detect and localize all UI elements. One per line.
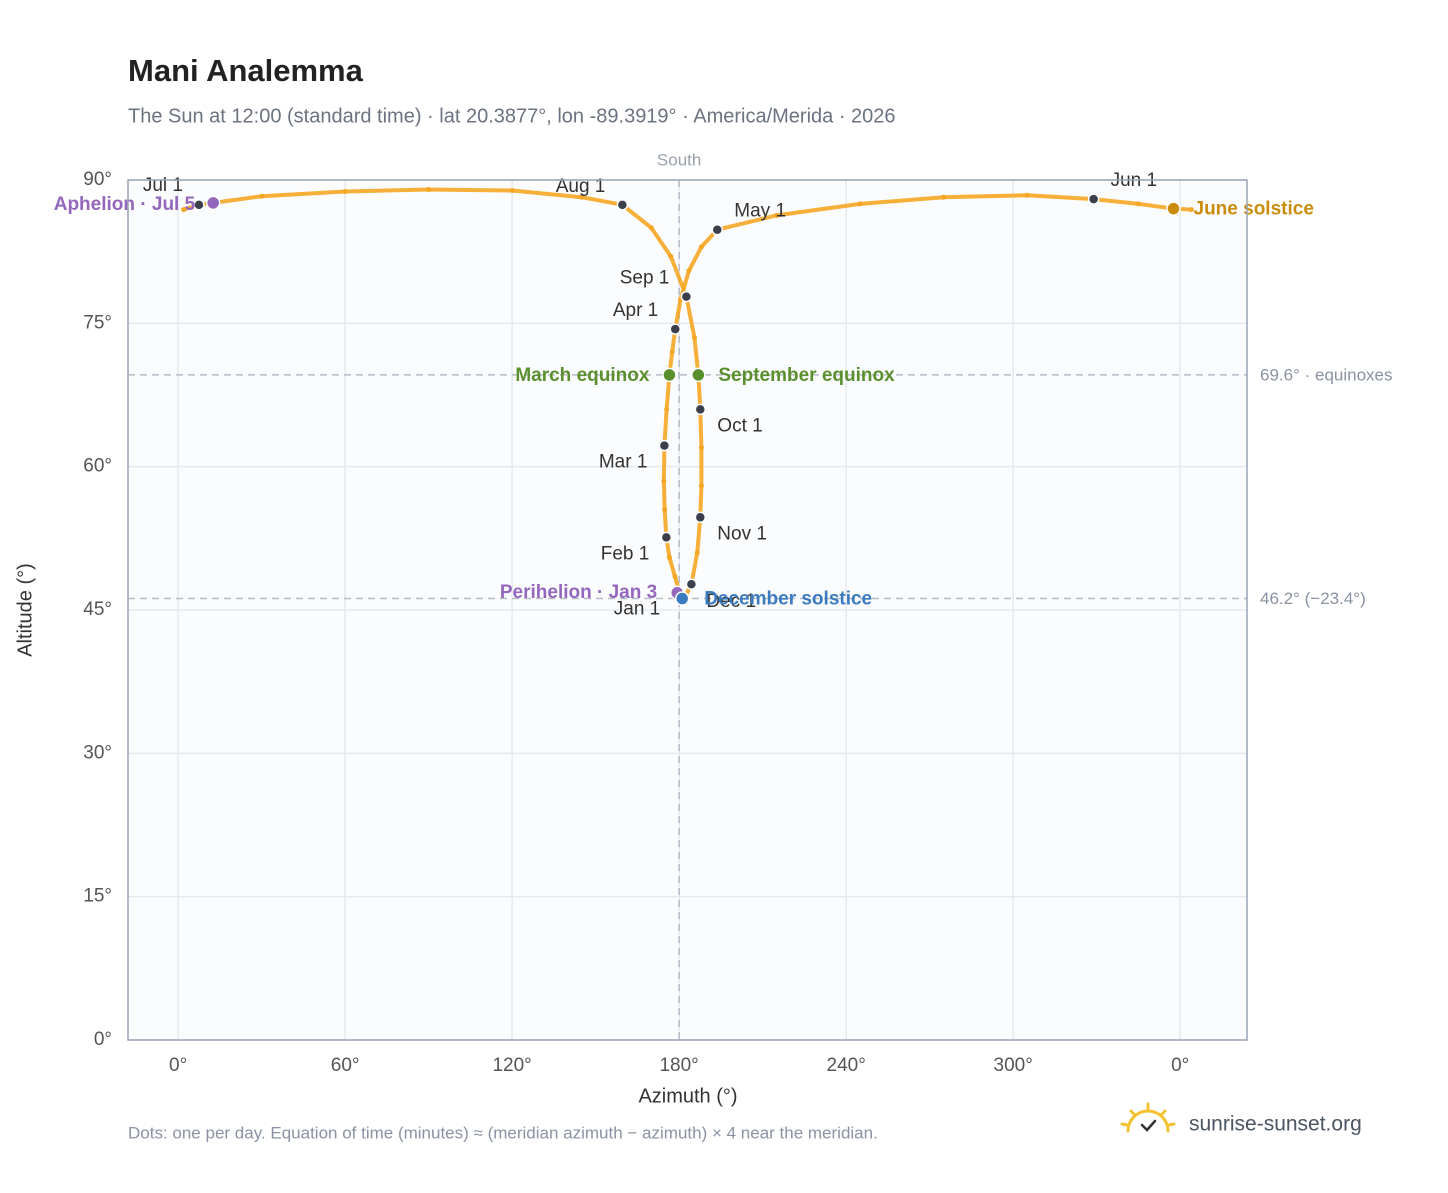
date-marker — [1166, 201, 1181, 216]
day-dot — [661, 478, 667, 484]
date-label: March equinox — [515, 365, 650, 386]
day-dot — [666, 554, 672, 560]
date-label: Perihelion · Jan 3 — [500, 582, 657, 603]
day-dot — [509, 188, 515, 194]
date-marker — [658, 439, 671, 452]
day-dot — [669, 349, 675, 355]
x-tick-label: 0° — [1171, 1055, 1189, 1076]
date-marker — [711, 223, 724, 236]
x-tick-label: 300° — [994, 1055, 1033, 1076]
date-marker — [616, 199, 629, 211]
date-label: Apr 1 — [613, 300, 658, 321]
brand-name: sunrise-sunset.org — [1189, 1113, 1362, 1136]
reference-label: 69.6° · equinoxes — [1260, 365, 1393, 384]
x-tick-label: 60° — [331, 1055, 360, 1076]
day-dot — [181, 207, 187, 213]
date-marker — [680, 290, 693, 303]
chart-subtitle: The Sun at 12:00 (standard time) · lat 2… — [128, 105, 896, 127]
day-dot — [672, 574, 678, 580]
date-label: Aphelion · Jul 5 — [54, 194, 196, 215]
y-tick-label: 45° — [83, 599, 112, 620]
day-dot — [662, 507, 668, 513]
date-marker — [694, 511, 707, 524]
y-tick-label: 15° — [83, 886, 112, 907]
date-marker — [691, 367, 706, 383]
x-tick-label: 180° — [659, 1055, 698, 1076]
day-dot — [698, 445, 704, 451]
date-label: Aug 1 — [556, 176, 606, 197]
day-dot — [686, 268, 692, 274]
y-tick-label: 75° — [83, 312, 112, 333]
footnote: Dots: one per day. Equation of time (min… — [128, 1123, 878, 1142]
day-dot — [698, 244, 704, 250]
x-tick-label: 120° — [492, 1055, 531, 1076]
x-tick-label: 0° — [169, 1055, 187, 1076]
date-marker — [193, 199, 205, 211]
date-label: Dec 1 — [706, 591, 756, 612]
day-dot — [259, 193, 265, 199]
day-dot — [698, 483, 704, 489]
date-label: Oct 1 — [717, 415, 762, 436]
y-tick-label: 60° — [83, 456, 112, 477]
day-dot — [857, 201, 863, 207]
y-tick-label: 30° — [83, 742, 112, 763]
date-label: September equinox — [718, 365, 895, 386]
day-dot — [1135, 201, 1141, 207]
day-dot — [1188, 207, 1194, 213]
day-dot — [579, 194, 585, 200]
day-dot — [648, 225, 654, 231]
reference-label: South — [657, 150, 701, 169]
date-marker — [694, 403, 707, 416]
day-dot — [342, 188, 348, 194]
analemma-line — [181, 187, 704, 601]
date-marker — [660, 531, 673, 544]
date-marker — [1087, 193, 1100, 205]
day-dot — [774, 212, 780, 218]
date-label: Jan 1 — [614, 599, 660, 620]
y-tick-label: 90° — [83, 169, 112, 190]
day-dot — [941, 194, 947, 200]
date-label: Sep 1 — [620, 268, 670, 289]
date-marker — [205, 195, 221, 211]
reference-label: 46.2° (−23.4°) — [1260, 589, 1366, 608]
date-marker — [685, 578, 698, 590]
date-label: May 1 — [734, 201, 786, 222]
date-marker — [662, 367, 677, 383]
date-marker — [669, 323, 682, 335]
date-label: Mar 1 — [599, 452, 648, 473]
chart-title: Mani Analemma — [128, 53, 364, 88]
day-dot — [1024, 192, 1030, 198]
day-dot — [668, 253, 674, 259]
date-label: Nov 1 — [717, 523, 767, 544]
y-tick-label: 0° — [94, 1029, 112, 1050]
date-label: Feb 1 — [601, 543, 650, 564]
plot-border — [127, 179, 1248, 1041]
y-axis-label: Altitude (°) — [14, 563, 36, 657]
date-marker — [674, 591, 690, 606]
x-axis-label: Azimuth (°) — [638, 1085, 737, 1107]
date-label: December solstice — [704, 589, 872, 610]
day-dot — [694, 550, 700, 556]
brand-logo — [1120, 1102, 1176, 1133]
x-tick-label: 240° — [827, 1055, 866, 1076]
day-dot — [691, 335, 697, 341]
date-label: June solstice — [1194, 199, 1314, 220]
date-label: Jul 1 — [143, 175, 183, 196]
day-dot — [664, 406, 670, 412]
day-dot — [426, 187, 432, 193]
